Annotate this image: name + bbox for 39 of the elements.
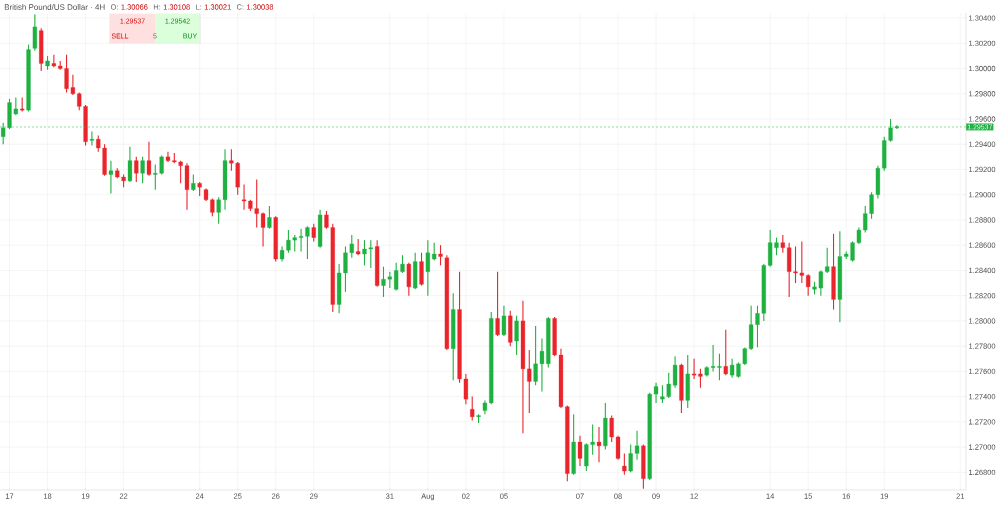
candlestick	[825, 247, 830, 274]
candlestick	[451, 292, 456, 381]
candlestick	[39, 27, 44, 72]
candlestick	[356, 238, 361, 256]
candlestick	[501, 305, 507, 337]
candlestick	[514, 315, 519, 356]
candlestick	[831, 233, 836, 311]
candlestick	[140, 156, 145, 184]
candlestick	[508, 310, 513, 347]
candlestick	[108, 160, 114, 194]
candlestick	[571, 413, 576, 476]
candlestick	[317, 209, 323, 249]
candlestick	[197, 181, 202, 197]
candlestick	[51, 54, 56, 68]
candlestick	[134, 156, 139, 183]
candlestick	[267, 205, 272, 230]
candlestick	[273, 215, 278, 263]
candlestick	[26, 43, 31, 112]
candlestick	[45, 55, 50, 71]
candlestick	[419, 252, 424, 287]
candlestick	[641, 444, 646, 490]
candlestick	[596, 426, 602, 463]
candlestick	[89, 131, 95, 147]
candlestick	[413, 252, 418, 290]
candlestick	[603, 402, 608, 451]
candlestick	[577, 435, 583, 467]
candlestick	[406, 262, 411, 297]
candlestick	[476, 413, 481, 424]
candlestick	[146, 141, 152, 177]
candlestick	[685, 354, 690, 409]
candlestick	[470, 396, 475, 422]
candlestick	[679, 363, 684, 414]
candlestick	[622, 452, 627, 476]
candlestick	[780, 234, 785, 254]
candlestick	[127, 146, 133, 183]
candlestick	[495, 271, 500, 337]
candlestick	[806, 273, 811, 297]
candlestick	[723, 329, 728, 376]
candlestick	[438, 244, 443, 266]
